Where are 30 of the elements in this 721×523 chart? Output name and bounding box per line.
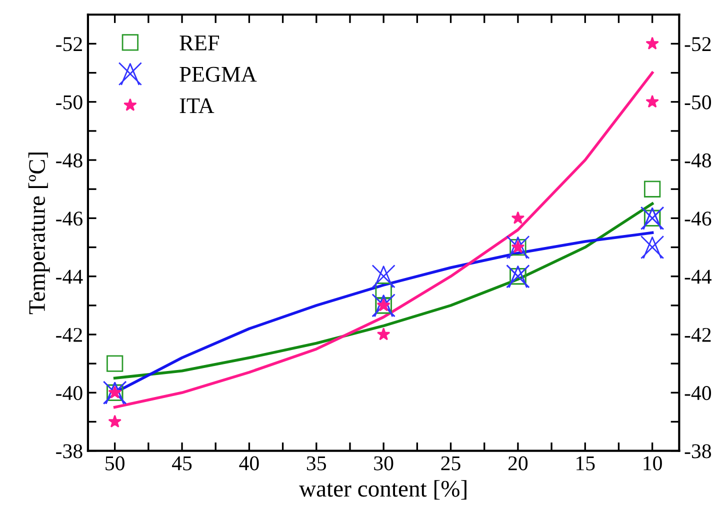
y-tick-label: -48 xyxy=(56,153,82,168)
x-tick-label: 45 xyxy=(172,456,192,470)
y-axis-title: Temperature [ºC] xyxy=(28,152,50,314)
x-axis-title: water content [%] xyxy=(299,480,466,500)
x-tick-label: 25 xyxy=(441,456,460,470)
y2-tick-label: -46 xyxy=(684,212,712,226)
y2-tick-label: -52 xyxy=(684,37,711,52)
x-tick-label: 40 xyxy=(239,456,259,470)
x-tick-label: 10 xyxy=(644,456,662,470)
legend-label: PEGMA xyxy=(180,66,257,82)
legend-label: ITA xyxy=(180,98,214,113)
x-tick-label: 30 xyxy=(374,456,394,470)
y-tick-label: -40 xyxy=(56,386,82,400)
x-tick-label: 35 xyxy=(306,456,326,470)
x-tick-label: 50 xyxy=(106,456,124,470)
y-tick-label: -44 xyxy=(56,270,83,284)
legend-label: REF xyxy=(180,36,220,50)
x-tick-label: 20 xyxy=(508,456,528,470)
y2-tick-label: -50 xyxy=(684,95,712,110)
y2-tick-label: -38 xyxy=(684,444,712,458)
y-tick-label: -46 xyxy=(56,212,82,226)
y2-tick-label: -48 xyxy=(684,153,712,168)
x-tick-label: 15 xyxy=(576,456,595,470)
y2-tick-label: -42 xyxy=(684,328,711,342)
y-tick-label: -42 xyxy=(56,328,82,342)
y-tick-label: -38 xyxy=(56,444,82,458)
y-tick-label: -52 xyxy=(56,37,82,52)
y-tick-label: -50 xyxy=(56,95,82,110)
y2-tick-label: -40 xyxy=(684,386,712,400)
y2-tick-label: -44 xyxy=(684,270,712,284)
